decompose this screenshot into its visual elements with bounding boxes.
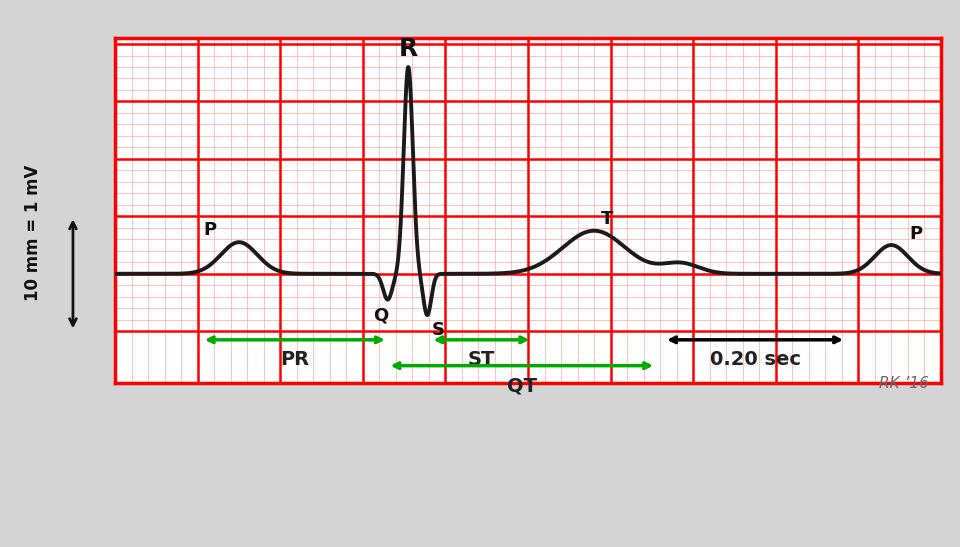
- Text: 10 mm = 1 mV: 10 mm = 1 mV: [24, 164, 41, 301]
- Text: R: R: [398, 37, 418, 61]
- Text: P: P: [204, 222, 217, 240]
- Text: P: P: [909, 225, 923, 243]
- Text: PR: PR: [280, 350, 309, 369]
- Text: S: S: [431, 321, 444, 339]
- Text: 0.20 sec: 0.20 sec: [709, 350, 801, 369]
- Text: QT: QT: [507, 376, 537, 395]
- Text: T: T: [601, 211, 613, 229]
- Text: RK ’16: RK ’16: [878, 376, 928, 391]
- Text: Q: Q: [373, 306, 389, 324]
- Text: ST: ST: [468, 350, 495, 369]
